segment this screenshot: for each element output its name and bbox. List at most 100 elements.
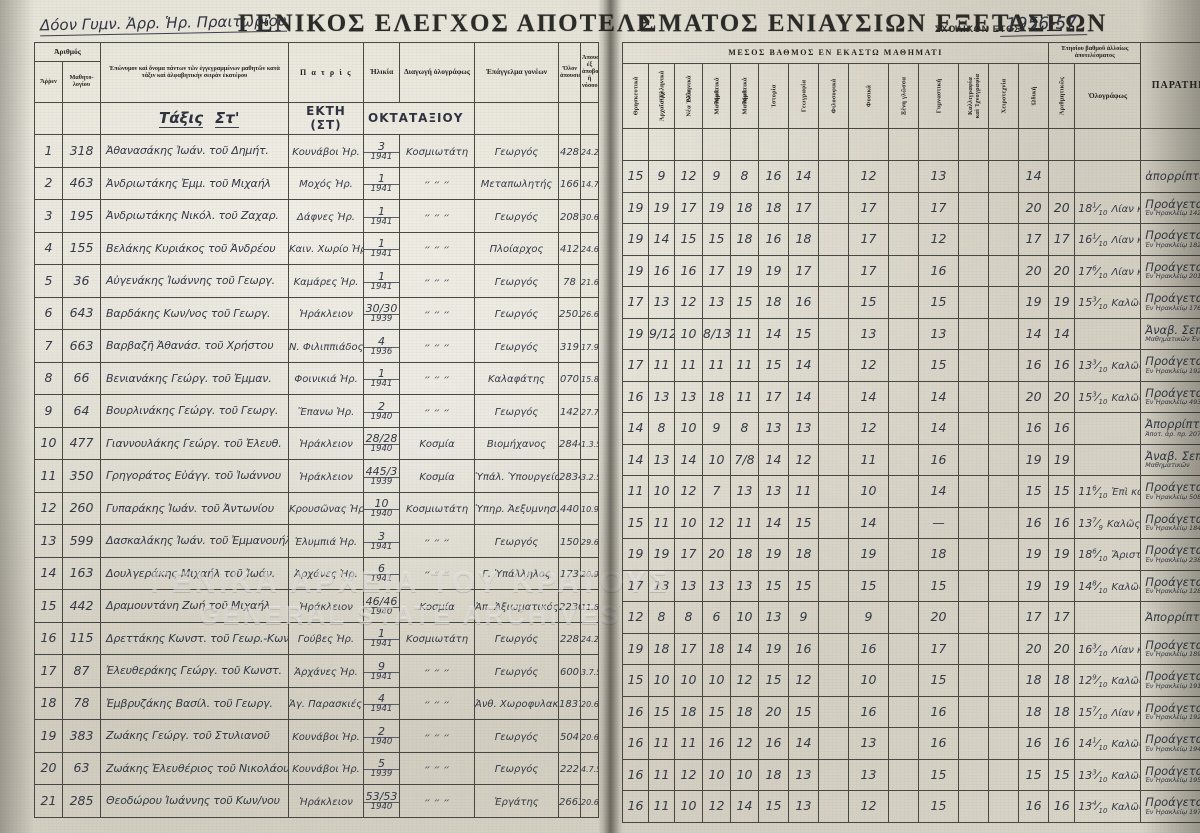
student-register-table-left: Ἀριθμός Ἐπώνυμον καὶ ὄνομα πάντων τῶν ἐγ… — [34, 42, 599, 818]
grade-subject-3: 17 — [708, 262, 725, 278]
observation: ΠροάγεταιἘν Ἡρακλείῳ 195/174/18.9.57 — [1142, 765, 1200, 784]
annual-grade-word: Καλῶς — [1106, 518, 1141, 530]
observation: ἈπορρίπτεταιἈποτ. ἀρ. πρ. 207/163/18.9.5… — [1142, 419, 1200, 437]
grade-subject-5: 16 — [765, 231, 782, 247]
student-row: 21 285 Θεοδώρου Ἰωάννης τοῦ Κων/νου Ἡράκλει… — [34, 784, 599, 818]
grade-subject-3: 15 — [708, 231, 725, 247]
class-label: Τάξις — [159, 108, 204, 128]
student-name: Ζωάκης Ἐλευθέριος τοῦ Νικολάου — [106, 761, 289, 775]
grade-subject-0: 12 — [627, 609, 644, 625]
absences-total: 1837 — [559, 699, 580, 711]
row-number: 17 — [40, 662, 57, 678]
grade-row: 17 11 11 11 11 15 14 12 15 16 16 133⁄10ΚαλῶςΠροάγετ… — [622, 349, 1200, 382]
conduct: Κοσμία — [419, 439, 455, 451]
grade-subject-6: 9 — [799, 609, 808, 625]
fatherland: Κρουσῶνας Ἡρ. — [289, 504, 364, 516]
parent-occupation: Ἐργάτης — [494, 796, 539, 808]
observation-reference: Ἐν Ἡρακλείῳ 197/175/18.9.57 — [1145, 807, 1200, 816]
grade-row: 16 11 10 12 14 15 13 12 15 16 16 134⁄10ΚαλῶςΠροάγετ… — [622, 790, 1200, 823]
annual-grade-numeric: 19 — [1053, 577, 1070, 593]
grade-subject-8: 17 — [860, 262, 877, 278]
age: 1 1941 — [364, 206, 399, 227]
subject-header-1: Ἀρχαῖα Ἑλληνικά Ἀρχ. — [648, 63, 675, 129]
left-edge-shadow — [0, 0, 34, 833]
grade-subject-4: 15 — [736, 294, 753, 310]
header-number-male: Ἄῤῥεν — [34, 61, 63, 103]
grade-subject-8: 11 — [860, 451, 877, 467]
student-row: 20 63 Ζωάκης Ἐλευθέριος τοῦ Νικολάου Κουνάβ… — [34, 751, 599, 785]
grade-subject-0: 15 — [627, 672, 644, 688]
grade-subject-0: 17 — [627, 577, 644, 593]
row-number: 12 — [40, 500, 57, 516]
absences-total: 2663 — [559, 796, 580, 808]
student-row: 1 318 Ἀθανασάκης Ἰωάν. τοῦ Δημήτ. Κουνάβοι … — [34, 134, 599, 168]
grade-row: 16 11 11 16 12 16 14 13 16 16 16 141⁄10ΚαλῶςΠροάγετ… — [622, 727, 1200, 760]
grade-subject-6: 12 — [795, 451, 812, 467]
student-name: Δουλγεράκης Μιχαήλ τοῦ Ἰωάν. — [106, 566, 276, 580]
student-row: 19 383 Ζωάκης Γεώργ. τοῦ Στυλιανοῦ Κουνάβοι… — [34, 719, 599, 753]
grade-subject-10: 18 — [930, 546, 947, 562]
observation-reference: Ἐν Ἡρακλείῳ 182/158/17.9.57 — [1145, 240, 1200, 249]
grade-subject-8: 13 — [860, 766, 877, 782]
absences-excused: 20.6.53 — [581, 797, 599, 807]
fatherland: Γούβες Ἡρ. — [297, 634, 355, 646]
annual-grade-numeric: 18 — [1053, 672, 1070, 688]
subject-header-11: Καλλιγραφία καὶ Ἰχνογραφία — [958, 63, 989, 129]
register-number: 163 — [69, 565, 94, 581]
grade-row: 15 10 10 10 12 15 12 10 15 18 18 129⁄10ΚαλῶςΠροάγετ… — [622, 664, 1200, 697]
annual-grade-fraction: 133⁄10 — [1078, 768, 1108, 784]
grade-subject-4: 10 — [736, 609, 753, 625]
row-number: 16 — [40, 630, 57, 646]
grade-subject-4: 18 — [736, 703, 753, 719]
grade-subject-0: 14 — [627, 451, 644, 467]
grade-subject-10: 15 — [930, 766, 947, 782]
header-student-names: Ἐπώνυμον καὶ ὄνομα πάντων τῶν ἐγγεγραμμέ… — [100, 42, 289, 103]
observation: ΠροάγεταιἘν Ἡρακλείῳ 176/161/18.9.57 — [1142, 293, 1200, 311]
register-number: 599 — [69, 532, 94, 548]
grade-subject-6: 14 — [795, 357, 812, 373]
subject-header-7: Φιλοσοφικά — [818, 63, 849, 129]
absences-total: 070 — [559, 374, 580, 386]
header-row-r1: ΜΕΣΟΣ ΒΑΘΜΟΣ ΕΝ ΕΚΑΣΤΩ ΜΑΘΗΜΑΤΙ Ἐτησίου … — [621, 42, 1200, 129]
overwrite-scribble-1: Ἀρχ. — [657, 89, 665, 103]
fatherland: Δάφνες Ἡρ. — [297, 211, 355, 223]
fatherland: Κουνάβοι Ἡρ. — [292, 731, 360, 743]
grade-subject-5: 18 — [765, 294, 782, 310]
grade-subject-5: 17 — [765, 388, 782, 404]
fatherland: Ν. Φιλιππιάδος Ἡρ. — [289, 341, 364, 353]
grade-subject-2: 13 — [680, 577, 697, 593]
student-row: 11 350 Γρηγοράτος Εὐάγγ. τοῦ Ἰωάννου Ἡράκλε… — [34, 459, 599, 493]
student-name: Ἐμβρυζάκης Βασίλ. τοῦ Γεωργ. — [106, 696, 273, 710]
age: 10 1940 — [364, 498, 399, 519]
grades-table-right: ΜΕΣΟΣ ΒΑΘΜΟΣ ΕΝ ΕΚΑΣΤΩ ΜΑΘΗΜΑΤΙ Ἐτησίου … — [621, 42, 1200, 823]
grade-subject-1: 18 — [653, 640, 670, 656]
conduct: ״ ״ ״ — [424, 731, 450, 743]
overwrite-scribble-4: Μαθ. — [740, 88, 748, 104]
grade-subject-1: 11 — [653, 798, 670, 814]
grade-subject-13: 16 — [1025, 514, 1042, 530]
grade-subject-3: 12 — [708, 514, 725, 530]
annual-grade-fraction: 134⁄10 — [1078, 799, 1108, 816]
register-number: 260 — [69, 500, 94, 516]
student-row: 6 643 Βαρδάκης Κων/νος τοῦ Γεωργ. Ἡράκλειον… — [34, 296, 599, 330]
age: 1 1941 — [364, 368, 399, 389]
parent-occupation: Γεωργός — [494, 731, 539, 743]
age: 53/53 1940 — [364, 789, 399, 812]
absences-total: 600 — [559, 666, 580, 678]
grade-subject-8: 14 — [860, 514, 877, 530]
grade-subject-0: 19 — [627, 262, 644, 278]
grade-row: 19 9/12 10 8/13 11 14 15 13 13 14 14 Ἀναβ. Σεπ. μαθ… — [622, 317, 1200, 350]
grade-subject-5: 13 — [765, 483, 782, 499]
annual-grade-word: Καλῶς — [1111, 676, 1139, 688]
observation-reference: Ἐν Ἡρακλείῳ 191/171/18.9.57 — [1145, 681, 1200, 690]
grade-subject-2: 15 — [680, 231, 697, 247]
row-number: 9 — [44, 402, 53, 418]
row-number: 15 — [40, 597, 57, 613]
fatherland: Φοινικιά Ἡρ. — [294, 374, 358, 386]
age: 9 1941 — [364, 661, 399, 682]
grade-subject-8: 13 — [860, 735, 877, 751]
grade-subject-2: 16 — [680, 262, 697, 278]
annual-grade-fraction: 157⁄10 — [1078, 705, 1108, 721]
absences-total: 504 — [559, 731, 580, 743]
